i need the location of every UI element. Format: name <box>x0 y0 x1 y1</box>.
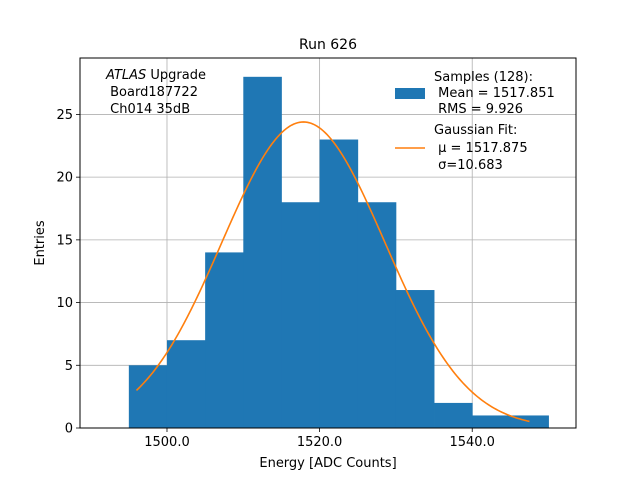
y-axis-ticks: 0 5 10 15 20 25 <box>56 108 80 437</box>
annotation-atlas: ATLAS <box>105 68 146 83</box>
y-tick-label: 10 <box>56 296 73 311</box>
x-tick-label: 1540.0 <box>449 435 495 450</box>
y-axis-label: Entries <box>33 220 48 266</box>
y-tick-label: 0 <box>65 422 73 437</box>
x-tick-label: 1500.0 <box>144 435 190 450</box>
gaussian-fit <box>135 121 530 423</box>
legend-samples-line-3: RMS = 9.926 <box>434 102 523 117</box>
histogram-bar <box>243 76 282 428</box>
histogram-bar <box>472 415 511 428</box>
annotation-line-3: Ch014 35dB <box>106 102 190 117</box>
y-tick-label: 25 <box>56 108 73 123</box>
histogram-bar <box>434 402 473 428</box>
x-axis-ticks: 1500.0 1520.0 1540.0 <box>144 428 495 450</box>
legend-samples-line-2: Mean = 1517.851 <box>434 86 555 101</box>
legend-swatch-samples <box>395 88 425 99</box>
histogram-bar <box>205 252 244 428</box>
x-axis-label: Energy [ADC Counts] <box>259 456 396 471</box>
histogram-bar <box>395 290 435 428</box>
histogram-bar <box>357 202 397 428</box>
annotation-upgrade: Upgrade <box>146 68 206 83</box>
y-tick-label: 15 <box>56 233 73 248</box>
chart-title: Run 626 <box>299 37 357 53</box>
legend-samples-line-1: Samples (128): <box>434 70 533 85</box>
gaussian-fit-line <box>135 121 530 423</box>
histogram-bars <box>128 76 549 428</box>
histogram-bar <box>281 202 321 428</box>
y-tick-label: 5 <box>65 359 73 374</box>
histogram-bar <box>319 139 359 428</box>
legend-fit-line-3: σ=10.683 <box>434 158 503 173</box>
histogram-bar <box>166 340 206 428</box>
y-tick-label: 20 <box>56 171 73 186</box>
legend: Samples (128): Mean = 1517.851 RMS = 9.9… <box>395 70 555 173</box>
legend-fit-line-2: μ = 1517.875 <box>434 141 528 156</box>
histogram-bar <box>128 365 168 428</box>
legend-fit-line-1: Gaussian Fit: <box>434 123 517 138</box>
annotation-line-1: ATLAS Upgrade <box>105 68 206 83</box>
annotation-line-2: Board187722 <box>106 85 198 100</box>
plot-frame <box>79 57 577 429</box>
x-tick-label: 1520.0 <box>297 435 343 450</box>
annotation-box: ATLAS Upgrade Board187722 Ch014 35dB <box>105 68 206 117</box>
